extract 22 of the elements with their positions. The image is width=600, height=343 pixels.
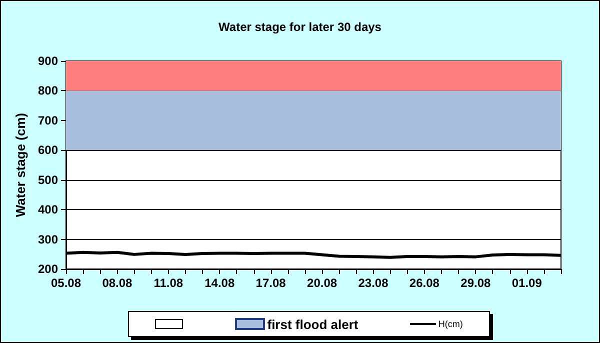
y-tick-label: 600 <box>38 143 58 158</box>
y-tick-label: 500 <box>38 172 58 187</box>
y-tick-label: 900 <box>38 54 58 68</box>
chart-title: Water stage for later 30 days <box>218 20 382 34</box>
y-axis-title: Water stage (cm) <box>13 112 28 218</box>
x-tick-label: 11.08 <box>154 276 184 290</box>
legend-label: H(cm) <box>438 319 463 329</box>
y-tick-label: 700 <box>38 113 58 128</box>
y-tick-label: 800 <box>38 84 58 98</box>
legend-label: first flood alert <box>267 316 358 332</box>
x-tick-label: 29.08 <box>460 276 491 290</box>
x-tick-label: 01.09 <box>512 276 542 290</box>
x-tick-label: 20.08 <box>307 276 338 290</box>
x-tick-label: 08.08 <box>102 276 133 290</box>
y-tick-label: 300 <box>38 232 58 246</box>
x-tick-label: 26.08 <box>409 276 440 290</box>
x-tick-label: 23.08 <box>358 276 389 290</box>
y-tick-label: 400 <box>38 202 58 217</box>
x-tick-label: 05.08 <box>50 276 82 290</box>
x-tick-label: 17.08 <box>256 276 286 290</box>
x-tick-label: 14.08 <box>204 276 235 290</box>
y-tick-label: 200 <box>38 262 58 276</box>
